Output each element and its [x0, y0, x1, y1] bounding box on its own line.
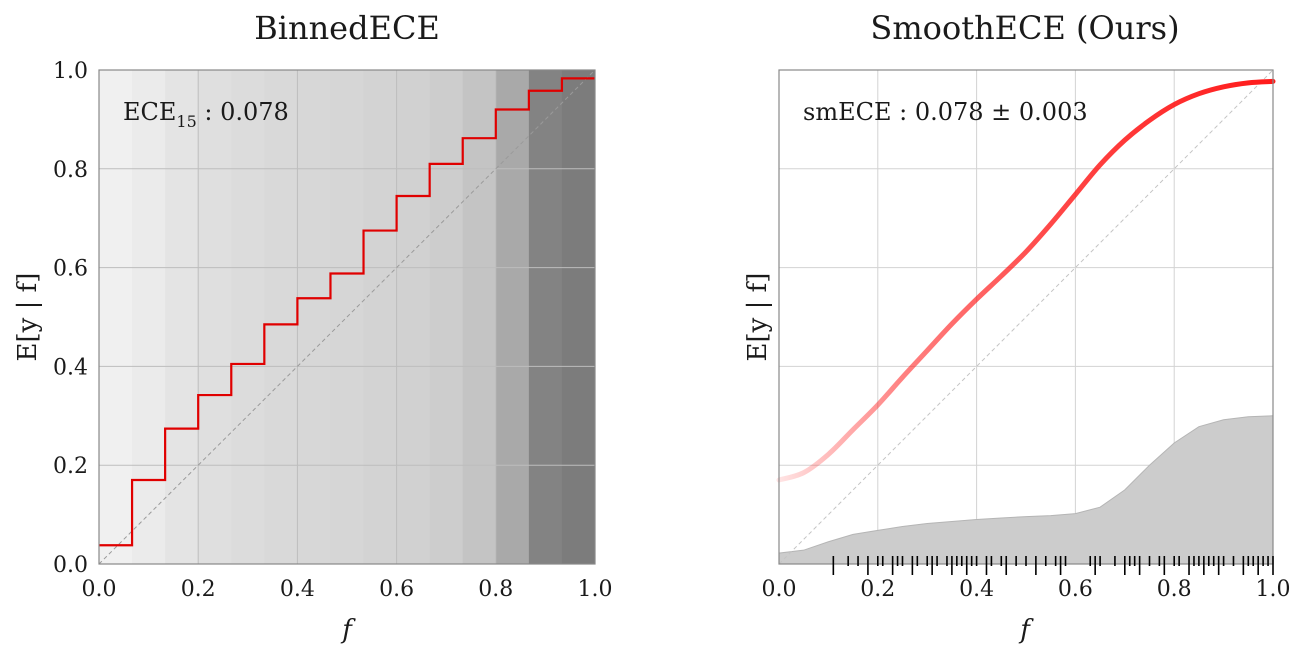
smooth-ece-title: SmoothECE (Ours) [870, 9, 1179, 47]
x-tick-label: 0.2 [860, 577, 895, 602]
x-tick-label: 0.0 [762, 577, 797, 602]
x-axis-label: f [340, 615, 356, 645]
y-tick-label: 0.8 [53, 158, 88, 183]
x-tick-label: 0.2 [181, 577, 216, 602]
x-tick-labels: 0.0 0.2 0.4 0.6 0.8 1.0 [82, 577, 613, 602]
bin-bar-3 [165, 70, 199, 564]
y-axis-label: E[y | f] [13, 273, 43, 362]
x-tick-label: 0.4 [959, 577, 994, 602]
bin-bar-2 [132, 70, 166, 564]
bin-bar-1 [99, 70, 133, 564]
x-tick-label: 0.6 [1058, 577, 1093, 602]
y-tick-label: 0.6 [53, 257, 88, 282]
bin-bar-9 [363, 70, 398, 564]
ece-annotation: ECE15 : 0.078 [123, 98, 289, 131]
bin-bars [99, 70, 596, 564]
plot-frame [98, 69, 596, 565]
bin-bar-4 [198, 70, 232, 564]
bin-bar-15 [561, 70, 596, 564]
y-tick-label: 1.0 [53, 59, 88, 84]
density-area [778, 415, 1274, 565]
x-tick-label: 1.0 [1256, 577, 1291, 602]
x-tick-label: 0.6 [379, 577, 414, 602]
y-axis-label: E[y | f] [743, 273, 773, 362]
x-axis-label: f [1018, 615, 1034, 645]
y-tick-labels: 0.0 0.2 0.4 0.6 0.8 1.0 [53, 59, 88, 578]
diagonal-reference-line [98, 69, 596, 565]
rug-marks [832, 556, 1274, 575]
x-tick-labels: 0.0 0.2 0.4 0.6 0.8 1.0 [762, 577, 1291, 602]
x-tick-label: 0.8 [478, 577, 513, 602]
binned-ece-panel: BinnedECE 0.0 0.2 0.4 0.6 0.8 1.0 0.00.20.40.… [13, 9, 613, 645]
smooth-calibration-curve [776, 78, 1276, 483]
y-tick-label: 0.2 [53, 454, 88, 479]
bin-bar-7 [297, 70, 331, 564]
bin-bar-13 [495, 70, 530, 564]
binned-ece-title: BinnedECE [254, 9, 440, 47]
bin-bar-11 [429, 70, 464, 564]
x-tick-label: 0.8 [1157, 577, 1192, 602]
x-tick-label: 1.0 [578, 577, 613, 602]
bin-bar-6 [264, 70, 298, 564]
diagonal-reference-line [778, 69, 1274, 565]
binned-step-line [99, 77, 595, 547]
x-tick-label: 0.0 [82, 577, 117, 602]
bin-bar-10 [396, 70, 431, 564]
y-tick-label: 0.0 [53, 553, 88, 578]
bin-bar-5 [231, 70, 265, 564]
x-tick-label: 0.4 [280, 577, 315, 602]
y-tick-label: 0.4 [53, 355, 88, 380]
smece-annotation: smECE : 0.078 ± 0.003 [803, 98, 1088, 126]
smooth-ece-panel: SmoothECE (Ours) 0.0 0.2 0.4 0.6 0.8 1.0 smEC… [743, 9, 1291, 645]
bin-bar-12 [462, 70, 497, 564]
bin-bar-14 [528, 70, 563, 564]
